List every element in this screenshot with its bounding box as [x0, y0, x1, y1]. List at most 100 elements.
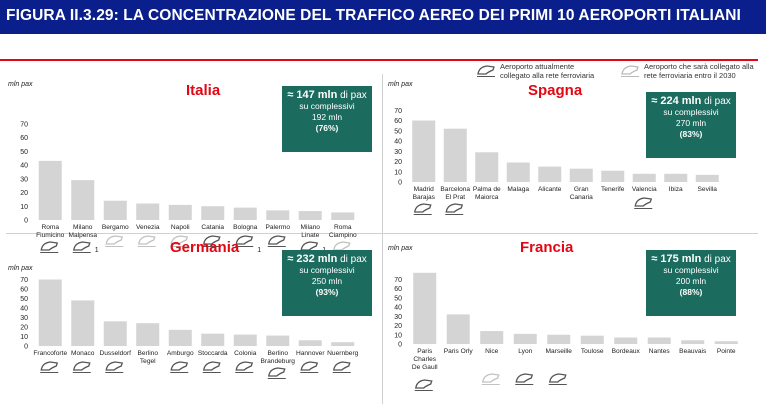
callout-total: ≈ 224 mln di pax	[646, 96, 736, 108]
x-tick-label-line: Tegel	[140, 358, 156, 365]
legend-connected-line1: Aeroporto attualmente	[500, 62, 575, 71]
bar	[443, 128, 467, 182]
x-tick-label-line: Lyon	[518, 348, 532, 355]
callout-total-value: ≈ 147 mln	[287, 89, 338, 101]
callout-total: ≈ 147 mln di pax	[282, 89, 372, 102]
x-tick-label-line: Berlino	[267, 350, 288, 357]
x-tick-label-line: Gran	[574, 186, 589, 193]
callout-total: ≈ 175 mln di pax	[646, 254, 736, 266]
bar	[71, 300, 95, 346]
y-axis-label: mln pax	[8, 265, 33, 272]
train-future-icon	[105, 235, 124, 248]
train-connected-icon	[202, 235, 221, 248]
chart-germania: Germania mln pax ≈ 232 mln di pax su comple…	[4, 236, 378, 396]
x-tick-label: Pointe	[717, 348, 736, 355]
x-tick-label: Alicante	[538, 186, 562, 193]
bar	[580, 335, 604, 344]
x-tick-label-line: Nice	[485, 348, 499, 355]
train-connected-icon	[477, 65, 495, 78]
x-tick-label: Lyon	[518, 348, 532, 355]
x-tick-label: Paris Charles De Gaull	[412, 348, 438, 371]
x-tick-label-line: Pointe	[717, 348, 736, 355]
bar	[103, 321, 127, 346]
y-axis-label: mln pax	[388, 245, 413, 252]
bar	[480, 331, 504, 344]
x-tick-label-line: Colonia	[234, 350, 257, 357]
x-tick-label: Tenerife	[601, 186, 625, 193]
y-tick-label: 60	[394, 118, 402, 125]
y-tick-label: 70	[394, 277, 402, 284]
bar	[412, 120, 436, 182]
callout-share: (83%)	[679, 129, 703, 139]
train-future-icon	[621, 65, 639, 78]
x-tick-label-line: El Prat	[445, 194, 465, 201]
x-tick-label: Palermo	[265, 224, 290, 231]
x-tick-label: Roma Fiumicino	[36, 224, 65, 239]
x-tick-label-line: Dusseldorf	[99, 350, 131, 357]
x-tick-label: Bergamo	[102, 224, 129, 231]
x-tick-label: Nantes	[649, 348, 671, 355]
x-tick-label-line: Stoccarda	[198, 350, 228, 357]
x-tick-label-line: Bologna	[233, 224, 258, 231]
x-tick-label: Hannover	[296, 350, 325, 357]
chart-title: Francia	[520, 239, 574, 256]
x-tick-label-line: Francoforte	[33, 350, 67, 357]
bar	[298, 211, 322, 220]
train-connected-icon	[413, 203, 432, 216]
y-tick-label: 20	[394, 159, 402, 166]
bar	[168, 204, 192, 220]
y-tick-label: 50	[394, 295, 402, 302]
x-tick-label-line: Marseille	[546, 348, 573, 355]
bar	[331, 212, 355, 220]
y-tick-label: 10	[20, 204, 28, 211]
chart-title: Germania	[170, 239, 240, 256]
x-tick-label: Toulose	[581, 348, 604, 355]
chart-italia: Italia mln pax ≈ 147 mln di pax su compless…	[4, 72, 378, 254]
bar	[538, 166, 562, 182]
x-tick-label-line: Paris	[417, 348, 433, 355]
x-tick-label-line: De Gaull	[412, 364, 438, 371]
x-tick-label-line: Linate	[301, 232, 319, 239]
x-tick-label-line: Roma	[334, 224, 352, 231]
callout-line2: su complessivi	[663, 265, 719, 275]
footnote-marker: 1	[95, 247, 99, 254]
x-tick-label: Venezia	[136, 224, 160, 231]
callout-total: ≈ 232 mln di pax	[282, 254, 372, 266]
train-connected-icon	[267, 367, 286, 380]
x-tick-label-line: Nuernberg	[327, 350, 358, 357]
x-tick-label: Nuernberg	[327, 350, 358, 357]
chart-spagna: Spagna mln pax ≈ 224 mln di pax su compless…	[384, 72, 758, 232]
x-tick-label: Malaga	[507, 186, 529, 193]
bar	[38, 160, 62, 220]
x-tick-label-line: Venezia	[136, 224, 160, 231]
bar	[103, 200, 127, 220]
x-tick-label: Amburgo	[167, 350, 194, 357]
x-tick-label-line: Palma de	[473, 186, 501, 193]
bar	[664, 173, 688, 182]
x-tick-label-line: Paris Orly	[444, 348, 474, 355]
total-callout: ≈ 175 mln di pax su complessivi 200 mln (88…	[646, 250, 736, 316]
chart-title: Spagna	[528, 82, 583, 99]
chart-svg: 0 10 20 30 40 50 60 70 Francoforte Monaco Dusseldo…	[20, 277, 359, 380]
x-tick-label: Colonia	[234, 350, 257, 357]
y-tick-label: 30	[394, 314, 402, 321]
x-tick-label-line: Amburgo	[167, 350, 194, 357]
bar	[71, 180, 95, 220]
y-tick-label: 30	[20, 176, 28, 183]
x-tick-label-line: Sevilla	[698, 186, 718, 193]
x-tick-label: Ibiza	[669, 186, 683, 193]
callout-line2: su complessivi	[299, 265, 355, 275]
footnote-marker: 1	[257, 247, 261, 254]
y-tick-label: 30	[394, 149, 402, 156]
bar	[475, 152, 499, 182]
train-future-icon	[481, 373, 500, 386]
x-tick-label-line: Bergamo	[102, 224, 129, 231]
train-connected-icon	[170, 361, 189, 374]
legend-future-line1: Aeroporto che sarà collegato alla	[644, 62, 754, 71]
callout-line3: 250 mln	[311, 276, 343, 286]
x-tick-label-line: Barcelona	[440, 186, 470, 193]
x-tick-label-line: Roma	[41, 224, 59, 231]
bar	[38, 279, 62, 346]
vertical-divider	[382, 74, 383, 404]
